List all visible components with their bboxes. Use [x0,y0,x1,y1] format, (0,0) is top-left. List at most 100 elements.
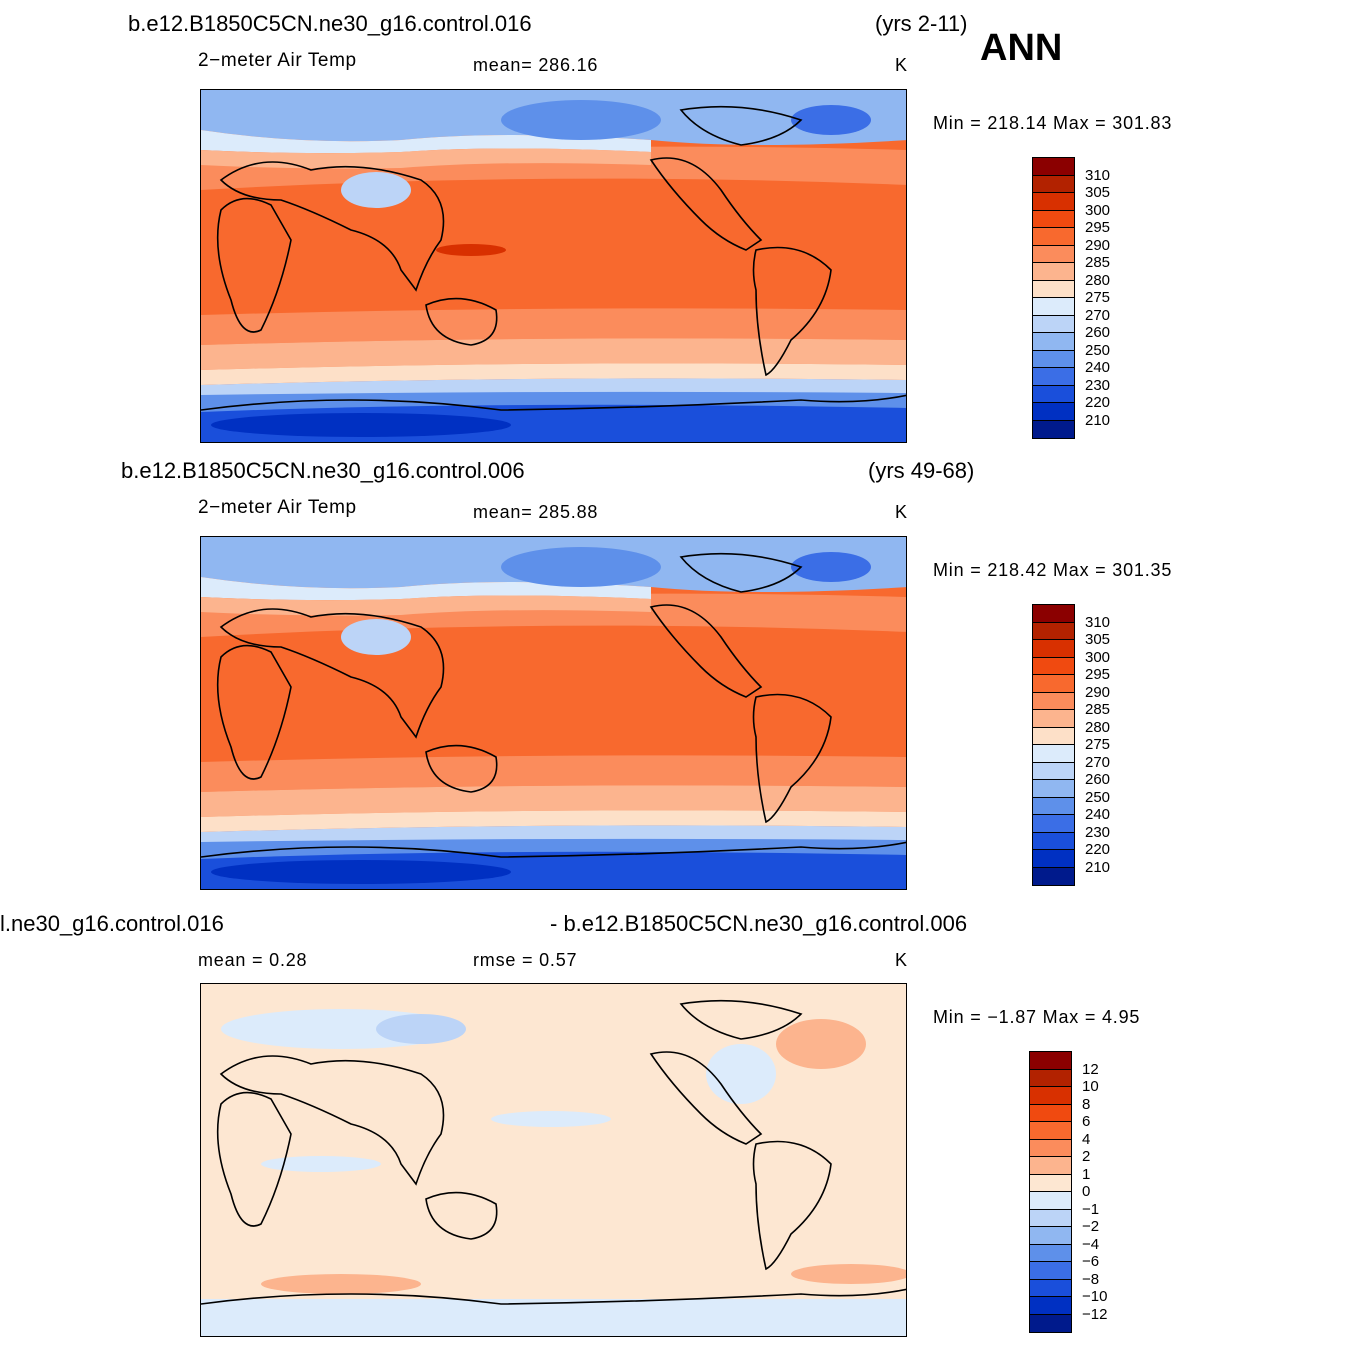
panel2-variable: 2−meter Air Temp [198,497,357,518]
colorbar-swatch [1030,1262,1071,1280]
colorbar-swatch [1033,815,1074,833]
panel1-case-title: b.e12.B1850C5CN.ne30_g16.control.016 [128,11,532,36]
colorbar-label: 295 [1085,666,1111,683]
colorbar-label: −8 [1082,1270,1100,1288]
colorbar-label: 305 [1085,631,1111,648]
colorbar-swatch [1033,280,1074,298]
colorbar-label: 290 [1085,683,1111,701]
season-label: ANN [980,27,1063,69]
colorbar-swatch [1033,298,1074,316]
colorbar-swatch [1033,780,1074,798]
colorbar-swatch [1030,1192,1071,1210]
colorbar-swatch [1033,193,1074,211]
colorbar-label: 230 [1085,823,1111,841]
colorbar-swatch [1030,1244,1071,1262]
colorbar-label: 210 [1085,858,1111,876]
colorbar-swatch [1033,210,1074,228]
colorbar-swatch [1030,1297,1071,1315]
panel1-mean: mean= 286.16 [473,55,599,75]
colorbar-label: 0 [1082,1183,1091,1200]
colorbar-swatch [1030,1209,1071,1227]
colorbar-label: 280 [1085,271,1111,289]
panel3-map [200,983,907,1337]
colorbar-label: −4 [1082,1235,1100,1253]
panel1-units: K [895,55,908,75]
colorbar-label: 260 [1085,324,1111,341]
colorbar-label: 285 [1085,701,1111,718]
colorbar-label: −1 [1082,1200,1100,1218]
panel3-case-title-right: - b.e12.B1850C5CN.ne30_g16.control.006 [550,911,968,936]
colorbar-label: 275 [1085,736,1111,753]
colorbar-swatch [1033,850,1074,868]
colorbar-label: 1 [1082,1165,1091,1183]
colorbar-swatch [1033,710,1074,728]
colorbar-swatch [1033,622,1074,640]
colorbar-label: 10 [1082,1078,1099,1095]
colorbar-label: 310 [1085,613,1111,631]
colorbar-label: 240 [1085,359,1111,376]
colorbar-swatch [1033,350,1074,368]
colorbar-swatch [1033,315,1074,333]
colorbar-swatch [1030,1314,1071,1332]
panel1-colorbar [1032,157,1075,439]
panel3-rmse: rmse = 0.57 [473,950,578,970]
colorbar-swatch [1030,1069,1071,1087]
colorbar-swatch [1033,158,1074,176]
panel2-case-title: b.e12.B1850C5CN.ne30_g16.control.006 [121,458,525,483]
colorbar-swatch [1030,1227,1071,1245]
colorbar-swatch [1033,245,1074,263]
colorbar-label: 220 [1085,394,1111,411]
panel1-variable: 2−meter Air Temp [198,50,357,71]
colorbar-swatch [1033,640,1074,658]
colorbar-swatch [1030,1087,1071,1105]
colorbar-label: 4 [1082,1130,1091,1148]
panel3-colorbar [1029,1051,1072,1333]
colorbar-label: 270 [1085,306,1111,324]
colorbar-label: 240 [1085,806,1111,823]
colorbar-label: 310 [1085,166,1111,184]
colorbar-label: 210 [1085,411,1111,429]
colorbar-label: 250 [1085,788,1111,806]
colorbar-swatch [1033,867,1074,885]
panel2-colorbar [1032,604,1075,886]
colorbar-swatch [1030,1157,1071,1175]
colorbar-swatch [1033,368,1074,386]
colorbar-swatch [1030,1122,1071,1140]
colorbar-label: −10 [1082,1288,1108,1305]
colorbar-label: −6 [1082,1253,1100,1270]
colorbar-swatch [1033,403,1074,421]
colorbar-swatch [1033,420,1074,438]
colorbar-swatch [1030,1052,1071,1070]
colorbar-swatch [1033,657,1074,675]
colorbar-swatch [1033,727,1074,745]
colorbar-label: 6 [1082,1113,1091,1130]
colorbar-label: 275 [1085,289,1111,306]
colorbar-label: 12 [1082,1060,1099,1078]
colorbar-swatch [1033,675,1074,693]
colorbar-swatch [1033,175,1074,193]
panel3-case-title: l.ne30_g16.control.016 [0,911,224,936]
panel2-minmax: Min = 218.42 Max = 301.35 [933,560,1173,580]
colorbar-swatch [1030,1279,1071,1297]
colorbar-label: 230 [1085,376,1111,394]
colorbar-label: 250 [1085,341,1111,359]
panel2-years: (yrs 49-68) [868,458,975,483]
panel2-mean: mean= 285.88 [473,502,599,522]
colorbar-swatch [1033,263,1074,281]
colorbar-label: 270 [1085,753,1111,771]
colorbar-label: 300 [1085,201,1111,219]
colorbar-label: 280 [1085,718,1111,736]
panel1-years: (yrs 2-11) [875,11,968,36]
panel3-units: K [895,950,908,970]
colorbar-label: 290 [1085,236,1111,254]
colorbar-swatch [1033,385,1074,403]
colorbar-label: 260 [1085,771,1111,788]
colorbar-label: 305 [1085,184,1111,201]
colorbar-swatch [1030,1139,1071,1157]
colorbar-swatch [1033,797,1074,815]
panel3-mean: mean = 0.28 [198,950,308,970]
panel3-minmax: Min = −1.87 Max = 4.95 [933,1007,1141,1027]
colorbar-swatch [1033,692,1074,710]
colorbar-swatch [1030,1174,1071,1192]
colorbar-label: 8 [1082,1095,1091,1113]
